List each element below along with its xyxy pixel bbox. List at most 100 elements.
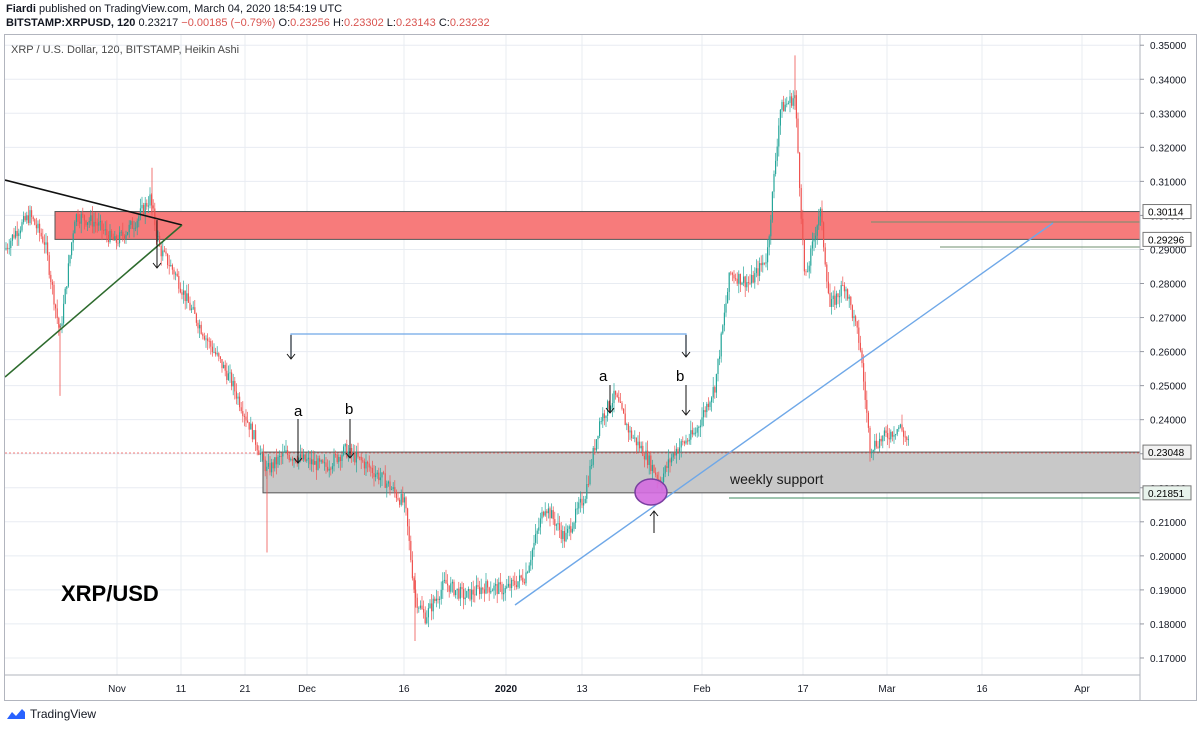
price-chart[interactable]: XRP / U.S. Dollar, 120, BITSTAMP, Heikin… xyxy=(4,35,1196,700)
candle-body xyxy=(58,318,60,328)
time-scale[interactable]: Nov 11 21 Dec 16 2020 13 Feb 17 Mar 16 Apr xyxy=(108,684,1090,695)
time-tick-label: 13 xyxy=(576,684,588,695)
grid-lines xyxy=(5,35,1140,675)
candle-body xyxy=(455,590,457,596)
arrow-bracket-right-head xyxy=(681,351,691,358)
candle-body xyxy=(155,225,157,237)
candle-body xyxy=(717,358,719,374)
candle-body xyxy=(463,589,465,600)
price-badge-box xyxy=(1142,485,1192,501)
candle-body xyxy=(664,466,666,474)
candle-body xyxy=(8,248,10,249)
price-tick-label: 0.24000 xyxy=(1150,416,1187,427)
candle-body xyxy=(418,607,420,609)
candle-body xyxy=(648,455,650,465)
candle-body xyxy=(66,286,68,289)
candle-body xyxy=(429,603,431,609)
candle-body xyxy=(331,466,333,470)
candle-body xyxy=(501,584,503,595)
touch-marker xyxy=(634,478,668,506)
arrow-a-2-head xyxy=(605,407,615,414)
candle-body xyxy=(688,439,690,442)
candle-body xyxy=(315,461,317,470)
candle-body xyxy=(43,242,45,245)
candle-body xyxy=(906,437,908,440)
candle-body xyxy=(743,276,745,283)
candle-body xyxy=(607,401,609,416)
price-scale[interactable]: 0.170000.180000.190000.200000.210000.220… xyxy=(1140,41,1187,665)
candle-body xyxy=(450,583,452,592)
candle-body xyxy=(602,413,604,422)
candle-body xyxy=(674,452,676,456)
candle-body xyxy=(515,585,517,588)
candle-body xyxy=(672,452,674,458)
candle-body xyxy=(229,372,231,374)
candle-body xyxy=(819,208,821,217)
candle-body xyxy=(255,430,257,445)
candle-body xyxy=(240,407,242,412)
candle-body xyxy=(615,390,617,395)
candle-body xyxy=(655,472,657,475)
candle-body xyxy=(447,583,449,586)
candle-body xyxy=(893,434,895,437)
candle-body xyxy=(754,273,756,283)
candle-body xyxy=(314,461,316,465)
candle-body xyxy=(739,273,741,285)
time-tick-label: Nov xyxy=(108,684,126,695)
candle-body xyxy=(631,430,633,439)
candle-body xyxy=(666,466,668,468)
candle-body xyxy=(271,462,273,473)
candle-body xyxy=(343,446,345,455)
candle-body xyxy=(72,233,74,243)
candle-body xyxy=(79,221,81,224)
candle-body xyxy=(223,364,225,369)
annotation-b-2: b xyxy=(676,368,684,385)
candle-body xyxy=(519,575,521,582)
candle-body xyxy=(344,444,346,447)
candle-body xyxy=(783,102,785,112)
candle-body xyxy=(645,450,647,460)
price-tick-label: 0.29000 xyxy=(1150,245,1187,256)
candle-body xyxy=(536,530,538,534)
candle-body xyxy=(571,528,573,533)
chart-frame[interactable]: XRP / U.S. Dollar, 120, BITSTAMP, Heikin… xyxy=(4,34,1197,701)
price-tick-label: 0.28000 xyxy=(1150,280,1187,291)
candle-body xyxy=(442,580,444,590)
candle-body xyxy=(266,466,268,472)
price-badge-box xyxy=(1142,231,1192,247)
candle-body xyxy=(47,242,49,256)
candle-body xyxy=(899,424,901,428)
candle-body xyxy=(815,235,817,240)
candle-body xyxy=(800,187,802,219)
candle-body xyxy=(851,305,853,319)
candle-body xyxy=(555,524,557,526)
candle-body xyxy=(805,271,807,273)
candle-body xyxy=(485,581,487,594)
candle-body xyxy=(88,221,90,223)
price-tick-label: 0.34000 xyxy=(1150,75,1187,86)
candle-body xyxy=(162,250,164,257)
candle-body xyxy=(226,370,228,380)
candle-body xyxy=(87,222,89,225)
candle-body xyxy=(616,394,618,398)
candle-body xyxy=(840,285,842,297)
candle-body xyxy=(768,236,770,248)
candle-body xyxy=(733,274,735,279)
candle-body xyxy=(261,451,263,453)
candle-body xyxy=(111,230,113,237)
candle-body xyxy=(879,438,881,448)
candle-body xyxy=(807,271,809,273)
candle-body xyxy=(317,458,319,470)
candle-body xyxy=(541,511,543,519)
candle-body xyxy=(695,432,697,434)
candle-body xyxy=(882,435,884,442)
candle-body xyxy=(64,288,66,304)
candle-body xyxy=(824,247,826,265)
candle-body xyxy=(786,103,788,105)
candle-body xyxy=(167,253,169,266)
candle-body xyxy=(744,276,746,288)
candle-body xyxy=(306,459,308,461)
time-tick-label: Dec xyxy=(298,684,316,695)
candle-body xyxy=(691,430,693,435)
candle-body xyxy=(834,295,836,305)
